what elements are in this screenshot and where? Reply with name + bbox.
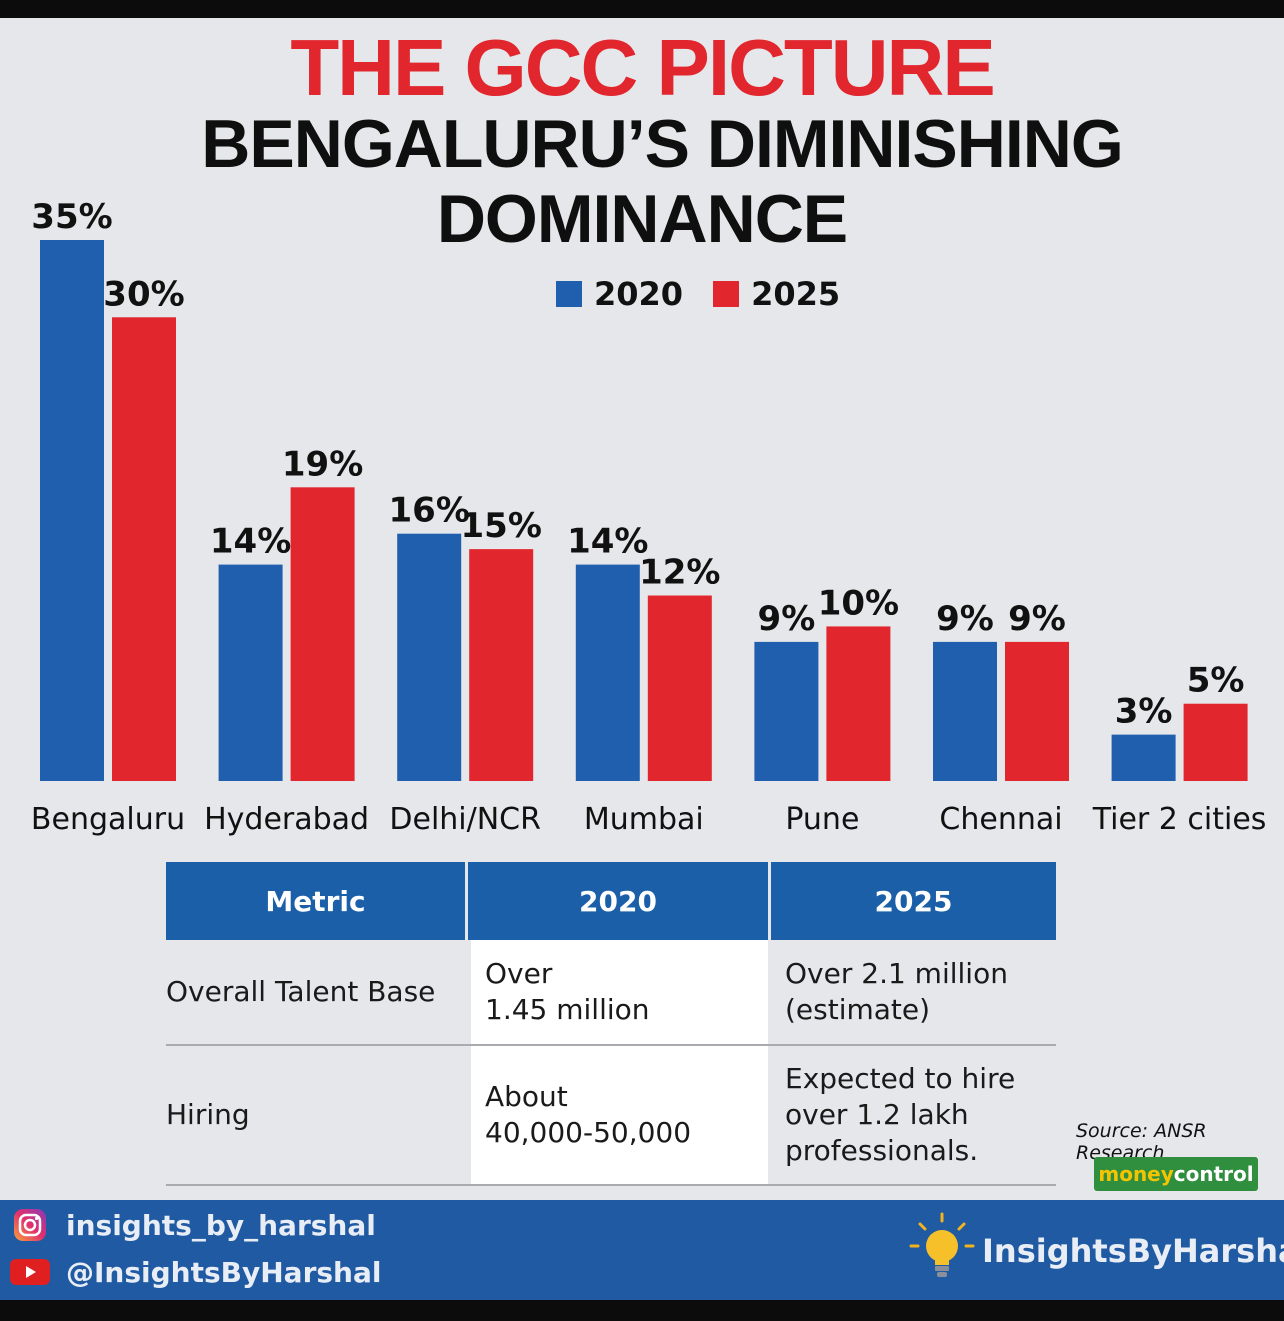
youtube-handle-text: @InsightsByHarshal (66, 1255, 382, 1289)
table-header-row: Metric 2020 2025 (166, 862, 1056, 940)
table-cell-2020: Over 1.45 million (468, 940, 771, 1044)
table-cell-metric: Overall Talent Base (166, 975, 436, 1008)
category-label-2: Delhi/NCR (389, 802, 541, 837)
bar-2025-2 (469, 549, 534, 781)
category-label-3: Mumbai (584, 802, 704, 837)
bar-2020-5 (933, 641, 997, 781)
bar-2020-0 (40, 240, 104, 781)
bar-2025-4 (826, 626, 891, 781)
brand-name: InsightsByHarshal (982, 1231, 1284, 1270)
legend-item-2020: 2020 (556, 275, 683, 313)
bar-2020-6 (1111, 734, 1176, 781)
bar-2020-3 (575, 564, 640, 781)
moneycontrol-logo: money control (1094, 1157, 1258, 1191)
logo-part-control: control (1173, 1162, 1254, 1186)
category-label-5: Chennai (939, 802, 1062, 837)
legend-label-2025: 2025 (751, 275, 841, 313)
data-label-2025-2: 15% (461, 506, 542, 546)
bar-2020-1 (218, 564, 283, 781)
data-label-2020-4: 9% (758, 599, 816, 639)
youtube-handle[interactable]: @InsightsByHarshal (10, 1255, 381, 1289)
table-cell-2020: About 40,000-50,000 (468, 1046, 771, 1184)
instagram-handle-text: insights_by_harshal (66, 1208, 376, 1242)
top-border (0, 0, 1284, 18)
legend-item-2025: 2025 (713, 275, 840, 313)
category-label-6: Tier 2 cities (1092, 802, 1267, 837)
data-label-2025-5: 9% (1008, 599, 1066, 639)
table-header-2020: 2020 (468, 862, 771, 940)
youtube-icon (10, 1255, 50, 1289)
bar-2025-6 (1183, 703, 1248, 781)
data-label-2025-3: 12% (639, 553, 720, 593)
brand-mark: InsightsByHarshal (908, 1212, 1284, 1289)
table-row: Overall Talent Base Over 1.45 million Ov… (166, 940, 1056, 1046)
legend-label-2020: 2020 (594, 275, 684, 313)
table-row: Hiring About 40,000-50,000 Expected to h… (166, 1046, 1056, 1186)
table-cell-metric: Hiring (166, 1098, 250, 1131)
data-label-2025-4: 10% (818, 583, 899, 623)
bottom-border (0, 1300, 1284, 1321)
data-label-2025-1: 19% (282, 444, 363, 484)
bar-2025-5 (1005, 641, 1069, 781)
data-label-2020-0: 35% (31, 197, 112, 237)
bar-2025-1 (290, 487, 355, 781)
table-header-2025: 2025 (771, 862, 1056, 940)
subtitle-line-1: BENGALURU’S DIMINISHING (201, 106, 1123, 182)
footer-bar (0, 1200, 1284, 1300)
data-label-2020-3: 14% (567, 522, 648, 562)
table-cell-2025: Expected to hire over 1.2 lakh professio… (785, 1062, 1016, 1167)
bar-2025-0 (112, 317, 176, 781)
legend-swatch-2025 (713, 281, 740, 307)
chart-legend: 2020 2025 (556, 275, 870, 313)
table-header-metric: Metric (166, 862, 468, 940)
metrics-table: Metric 2020 2025 Overall Talent Base Ove… (166, 862, 1056, 1186)
lightbulb-icon (908, 1212, 976, 1289)
instagram-handle[interactable]: insights_by_harshal (10, 1208, 376, 1242)
category-label-4: Pune (785, 802, 859, 837)
data-label-2020-1: 14% (210, 522, 291, 562)
bar-2025-3 (647, 595, 712, 781)
data-label-2025-6: 5% (1187, 661, 1245, 701)
table-cell-2025: Over 2.1 million (estimate) (785, 957, 1008, 1026)
logo-part-money: money (1098, 1162, 1174, 1186)
legend-swatch-2020 (556, 281, 582, 307)
instagram-icon (10, 1208, 50, 1242)
data-label-2025-0: 30% (103, 274, 184, 314)
data-label-2020-2: 16% (389, 491, 470, 531)
data-label-2020-5: 9% (936, 599, 994, 639)
category-label-1: Hyderabad (204, 802, 369, 837)
subtitle-line-2: DOMINANCE (436, 181, 848, 257)
data-label-2020-6: 3% (1115, 692, 1173, 732)
bar-chart: 35% 30% Bengaluru 14% 19% Hyderabad 16%15% Delh… (31, 197, 1267, 837)
page-title: THE GCC PICTURE (290, 23, 995, 112)
bar-2020-4 (754, 641, 819, 781)
bar-2020-2 (397, 533, 462, 781)
category-label-0: Bengaluru (31, 802, 185, 837)
